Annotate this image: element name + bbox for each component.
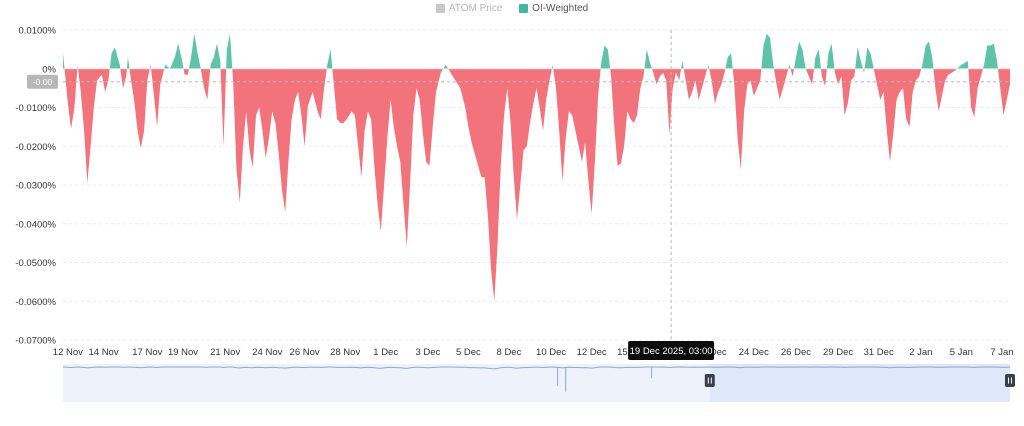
chart-legend: ATOM Price OI-Weighted — [0, 3, 1024, 16]
x-tick-label: 24 Nov — [252, 347, 282, 358]
x-tick-label: 3 Dec — [415, 347, 440, 358]
x-tick-label: 10 Dec — [536, 347, 566, 358]
x-tick-label: 7 Jan — [990, 347, 1013, 358]
legend-swatch-atom-price — [435, 4, 445, 13]
x-tick-label: 1 Dec — [373, 347, 398, 358]
x-tick-label: 26 Dec — [781, 347, 811, 358]
legend-label-oi-weighted: OI-Weighted — [532, 3, 589, 14]
y-tick-label: -0.0500% — [15, 258, 56, 269]
series-area-negative — [63, 68, 1010, 302]
x-axis-labels: 12 Nov 14 Nov 17 Nov 19 Nov 21 Nov 24 Nov 26 N… — [53, 347, 1014, 358]
navigator-left-handle[interactable] — [704, 374, 715, 387]
y-tick-label: -0.0300% — [15, 181, 56, 192]
x-tick-label: 31 Dec — [864, 347, 894, 358]
crosshair-value-label: -0.00 — [27, 74, 58, 89]
legend-item-atom-price[interactable]: ATOM Price — [435, 3, 503, 14]
range-navigator[interactable] — [62, 364, 1015, 402]
y-tick-label: 0% — [42, 64, 56, 75]
series-area-positive — [63, 33, 998, 69]
y-tick-label: -0.0100% — [15, 103, 56, 114]
y-tick-label: -0.0400% — [15, 219, 56, 230]
crosshair-date-text: 19 Dec 2025, 03:00 — [630, 346, 713, 357]
navigator-series-line — [62, 366, 1011, 370]
navigator-handle-grip — [1005, 374, 1015, 387]
crosshair-value-text: -0.00 — [33, 77, 53, 87]
x-tick-label: 12 Dec — [577, 347, 607, 358]
x-tick-label: 2 Jan — [909, 347, 932, 358]
x-tick-label: 21 Nov — [210, 347, 240, 358]
x-tick-label: 26 Nov — [290, 347, 320, 358]
x-tick-label: 5 Jan — [950, 347, 973, 358]
x-tick-label: 28 Nov — [330, 347, 360, 358]
x-tick-label: 19 Nov — [168, 347, 198, 358]
x-tick-label: 24 Dec — [739, 347, 769, 358]
y-tick-label: -0.0600% — [15, 297, 56, 308]
x-tick-label: 29 Dec — [823, 347, 853, 358]
navigator-handle-grip — [704, 374, 715, 387]
legend-label-atom-price: ATOM Price — [448, 3, 503, 14]
y-axis-labels: 0.0100% 0% -0.0100% -0.0200% -0.0300% -0.0400… — [15, 26, 56, 347]
y-tick-label: -0.0200% — [15, 142, 56, 153]
x-tick-label: 17 Nov — [132, 347, 162, 358]
legend-swatch-oi-weighted — [519, 4, 529, 13]
navigator-selection[interactable] — [709, 364, 1010, 402]
navigator-right-handle[interactable] — [1005, 374, 1015, 387]
legend-item-oi-weighted[interactable]: OI-Weighted — [519, 3, 588, 14]
x-tick-label: 12 Nov — [53, 347, 83, 358]
y-tick-label: -0.0700% — [15, 336, 56, 347]
y-tick-label: 0.0100% — [18, 26, 56, 37]
x-tick-label: 8 Dec — [497, 347, 522, 358]
x-tick-label: 14 Nov — [88, 347, 118, 358]
x-tick-label: 5 Dec — [456, 347, 481, 358]
crosshair-date-tooltip: 19 Dec 2025, 03:00 — [628, 341, 715, 360]
